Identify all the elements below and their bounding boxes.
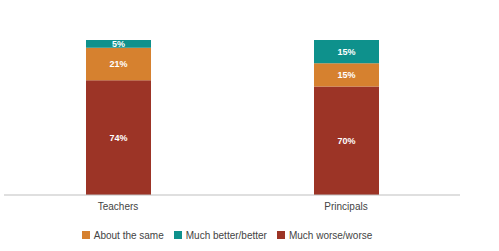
- html-text:About the same: About the same: [93, 230, 164, 241]
- svg-text:Teachers: Teachers: [98, 201, 139, 212]
- html-text:Much better/better: Much better/better: [185, 230, 267, 241]
- svg-text:15%: 15%: [337, 47, 355, 57]
- svg-text:21%: 21%: [109, 59, 127, 69]
- svg-text:70%: 70%: [337, 136, 355, 146]
- svg-text:5%: 5%: [112, 39, 125, 49]
- html-text:Much worse/worse: Much worse/worse: [288, 230, 373, 241]
- svg-text:15%: 15%: [337, 70, 355, 80]
- svg-text:74%: 74%: [109, 133, 127, 143]
- svg-text:Principals: Principals: [324, 201, 367, 212]
